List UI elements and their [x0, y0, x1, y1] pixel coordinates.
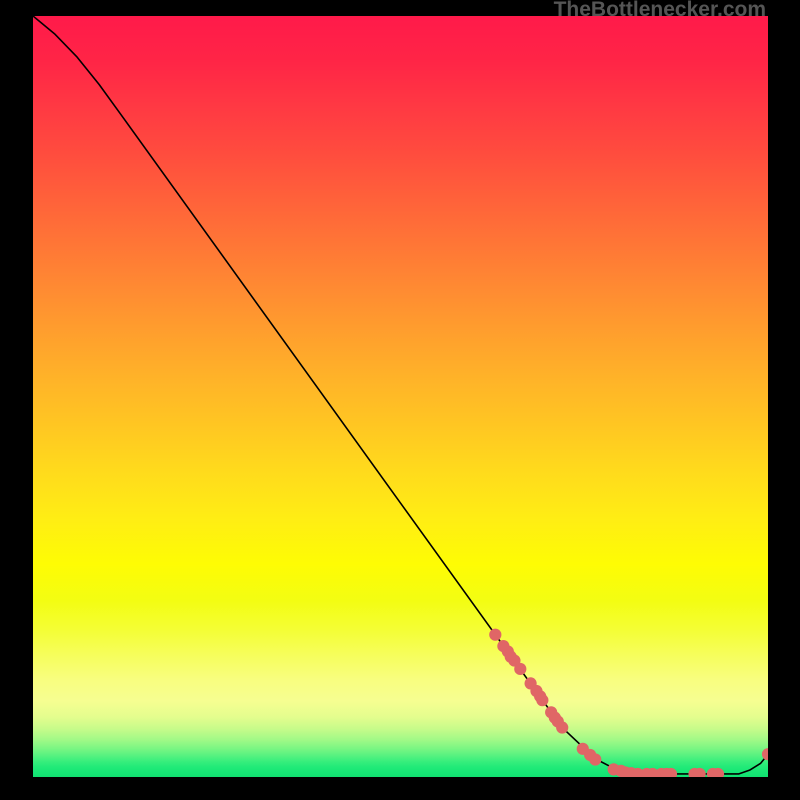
- scatter-point: [556, 721, 568, 733]
- chart-background: [33, 16, 768, 777]
- watermark-text: TheBottlenecker.com: [554, 0, 766, 22]
- chart-plot-area: [33, 16, 768, 777]
- chart-svg: [33, 16, 768, 777]
- scatter-point: [489, 629, 501, 641]
- scatter-point: [536, 694, 548, 706]
- scatter-point: [514, 663, 526, 675]
- scatter-point: [589, 753, 601, 765]
